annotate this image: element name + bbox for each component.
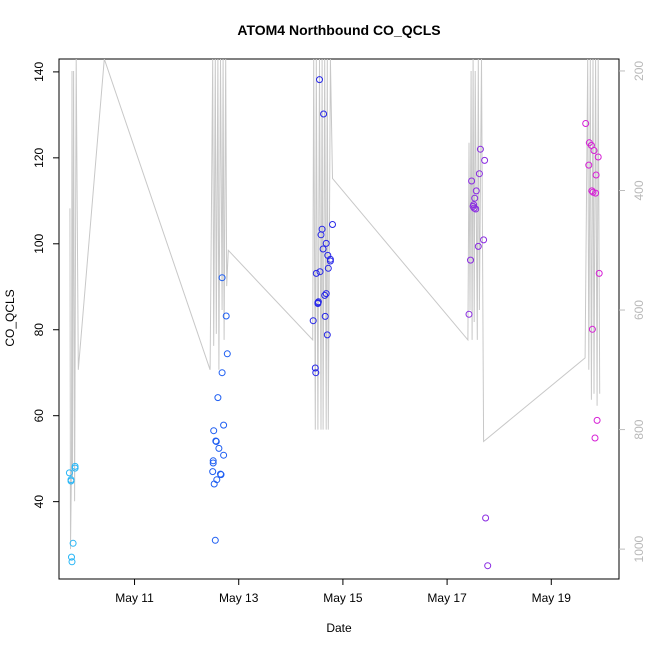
data-point bbox=[211, 536, 219, 544]
plot-frame bbox=[58, 58, 620, 580]
data-point bbox=[582, 120, 590, 127]
y2-tick-label: 200 bbox=[632, 61, 646, 81]
data-point bbox=[467, 256, 474, 264]
secondary-series-line bbox=[69, 59, 601, 550]
data-point bbox=[323, 331, 331, 339]
data-point bbox=[69, 539, 77, 547]
data-point bbox=[470, 204, 478, 212]
data-point bbox=[71, 462, 79, 470]
x-axis-label: Date bbox=[326, 621, 352, 635]
data-point bbox=[316, 268, 324, 276]
data-point bbox=[314, 298, 322, 306]
data-point bbox=[322, 239, 330, 247]
data-point bbox=[321, 312, 329, 320]
x-tick-label: May 15 bbox=[323, 591, 363, 605]
data-point bbox=[465, 310, 473, 318]
y-axis: 40 60 80 100 120 140 bbox=[32, 62, 59, 509]
y2-tick-label: 1000 bbox=[632, 535, 646, 562]
data-point bbox=[311, 364, 319, 372]
data-point bbox=[592, 171, 600, 179]
data-point bbox=[220, 451, 228, 459]
data-point bbox=[320, 110, 328, 118]
data-point bbox=[476, 145, 484, 153]
data-point bbox=[209, 457, 217, 465]
y-tick-label: 40 bbox=[32, 495, 46, 509]
data-point bbox=[67, 477, 75, 485]
data-point bbox=[312, 369, 320, 377]
y-tick-label: 60 bbox=[32, 409, 46, 423]
y2-tick-label: 800 bbox=[632, 419, 646, 439]
data-point bbox=[316, 76, 323, 84]
data-point bbox=[484, 562, 492, 570]
x-tick-label: May 19 bbox=[532, 591, 572, 605]
data-point bbox=[592, 189, 600, 197]
data-points bbox=[65, 76, 603, 570]
chart-title: ATOM4 Northbound CO_QCLS bbox=[237, 22, 440, 38]
data-point bbox=[319, 245, 327, 253]
y-tick-label: 80 bbox=[32, 323, 46, 337]
data-point bbox=[309, 317, 317, 325]
data-point bbox=[591, 434, 599, 442]
data-point bbox=[470, 201, 478, 209]
data-point bbox=[68, 553, 75, 561]
x-tick-label: May 17 bbox=[427, 591, 467, 605]
data-point bbox=[472, 205, 480, 213]
data-point bbox=[480, 236, 488, 244]
data-point bbox=[209, 468, 217, 476]
secondary-y-axis: 200 400 600 800 1000 bbox=[619, 61, 646, 562]
data-point bbox=[318, 225, 326, 233]
data-point bbox=[312, 269, 320, 277]
y-tick-label: 120 bbox=[32, 148, 46, 168]
data-point bbox=[218, 369, 226, 377]
data-point bbox=[217, 471, 225, 479]
data-point bbox=[326, 255, 334, 263]
data-point bbox=[471, 194, 479, 202]
secondary-line bbox=[69, 59, 601, 550]
y2-tick-label: 600 bbox=[632, 300, 646, 320]
y2-tick-label: 400 bbox=[632, 180, 646, 200]
data-point bbox=[593, 416, 601, 424]
data-point bbox=[220, 421, 228, 429]
data-point bbox=[210, 427, 218, 435]
data-point bbox=[585, 161, 593, 169]
data-point bbox=[590, 147, 598, 154]
data-point bbox=[213, 476, 221, 484]
data-point bbox=[594, 153, 602, 161]
x-axis: May 11 May 13 May 15 May 17 May 19 bbox=[115, 579, 571, 605]
data-point bbox=[329, 221, 336, 228]
data-point bbox=[588, 187, 596, 195]
data-point bbox=[481, 156, 489, 164]
data-point bbox=[68, 558, 76, 566]
x-tick-label: May 13 bbox=[219, 591, 259, 605]
data-point bbox=[595, 269, 603, 277]
data-point bbox=[218, 274, 226, 282]
data-point bbox=[209, 459, 217, 467]
data-point bbox=[468, 177, 476, 185]
data-point bbox=[472, 187, 480, 195]
data-point bbox=[215, 444, 223, 452]
data-point bbox=[475, 170, 483, 178]
data-point bbox=[588, 325, 596, 333]
data-point bbox=[322, 290, 330, 298]
y-axis-label: CO_QCLS bbox=[3, 289, 17, 346]
y-tick-label: 100 bbox=[32, 233, 46, 253]
data-point bbox=[222, 312, 230, 320]
data-point bbox=[474, 242, 482, 250]
data-point bbox=[214, 394, 222, 402]
data-point bbox=[324, 264, 332, 272]
data-point bbox=[321, 291, 329, 299]
y-tick-label: 140 bbox=[32, 62, 46, 82]
data-point bbox=[482, 514, 490, 522]
data-point bbox=[65, 469, 73, 477]
x-tick-label: May 11 bbox=[115, 591, 154, 605]
data-point bbox=[223, 350, 231, 358]
data-point bbox=[212, 438, 220, 445]
